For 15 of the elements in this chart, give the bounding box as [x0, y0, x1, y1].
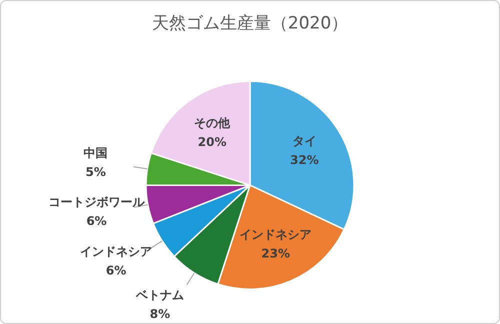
slice-label: コートジボワール — [48, 194, 146, 209]
slice-label: その他 — [194, 116, 232, 130]
slice-label: タイ — [292, 134, 316, 148]
data-label: 6% — [86, 214, 107, 228]
slice-label: 中国 — [84, 146, 108, 160]
data-label: 23% — [261, 246, 290, 260]
data-label: 6% — [106, 263, 126, 278]
slice-label: インドネシア — [80, 244, 152, 258]
slice-label: ベトナム — [134, 288, 184, 302]
data-label: 5% — [86, 165, 106, 180]
data-label: 8% — [150, 307, 170, 322]
data-label: 32% — [290, 152, 319, 167]
data-label: 20% — [198, 135, 226, 150]
slice-label: インドネシア — [240, 228, 312, 242]
chart-title: 天然ゴム生産量（2020） — [152, 14, 348, 34]
